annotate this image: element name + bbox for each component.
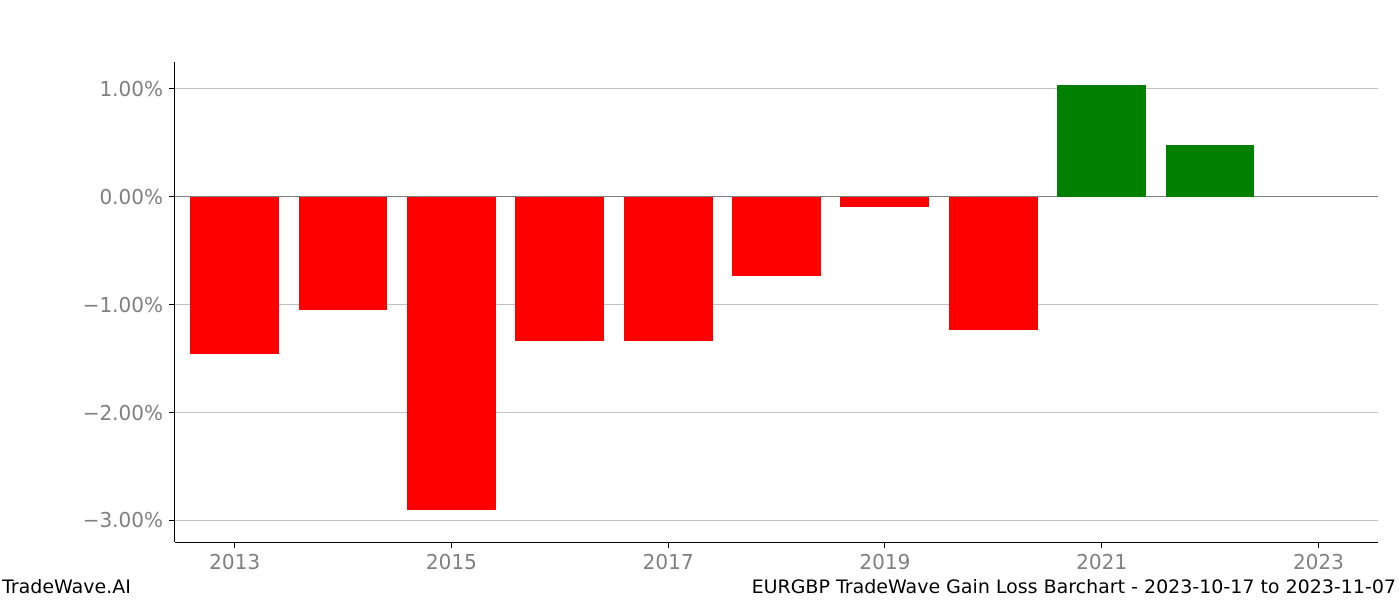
axis-spine-left	[174, 62, 175, 542]
y-tick-label: 0.00%	[99, 185, 163, 209]
y-tick-label: −1.00%	[83, 293, 163, 317]
grid-line	[175, 520, 1378, 521]
y-tick-label: 1.00%	[99, 77, 163, 101]
bar-2016	[515, 197, 604, 342]
x-tick-label: 2015	[411, 550, 491, 574]
bar-2020	[949, 197, 1038, 330]
bar-2022	[1166, 145, 1255, 197]
bar-2019	[840, 197, 929, 207]
axis-spine-bottom	[175, 542, 1378, 543]
bar-2021	[1057, 85, 1146, 197]
x-tick-label: 2023	[1278, 550, 1358, 574]
grid-line	[175, 88, 1378, 89]
x-tick-label: 2021	[1062, 550, 1142, 574]
footer-right-text: EURGBP TradeWave Gain Loss Barchart - 20…	[752, 576, 1396, 598]
bar-2014	[299, 197, 388, 310]
y-tick-label: −2.00%	[83, 401, 163, 425]
x-tick-label: 2019	[845, 550, 925, 574]
x-tick-label: 2017	[628, 550, 708, 574]
y-tick-label: −3.00%	[83, 508, 163, 532]
footer-left-text: TradeWave.AI	[2, 576, 131, 598]
bar-2013	[190, 197, 279, 354]
grid-line	[175, 412, 1378, 413]
bar-2018	[732, 197, 821, 276]
x-tick-label: 2013	[195, 550, 275, 574]
bar-2015	[407, 197, 496, 510]
gain-loss-barchart: −3.00% −2.00% −1.00% 0.00% 1.00% 2013 2015 2017…	[0, 0, 1400, 600]
bar-2017	[624, 197, 713, 342]
